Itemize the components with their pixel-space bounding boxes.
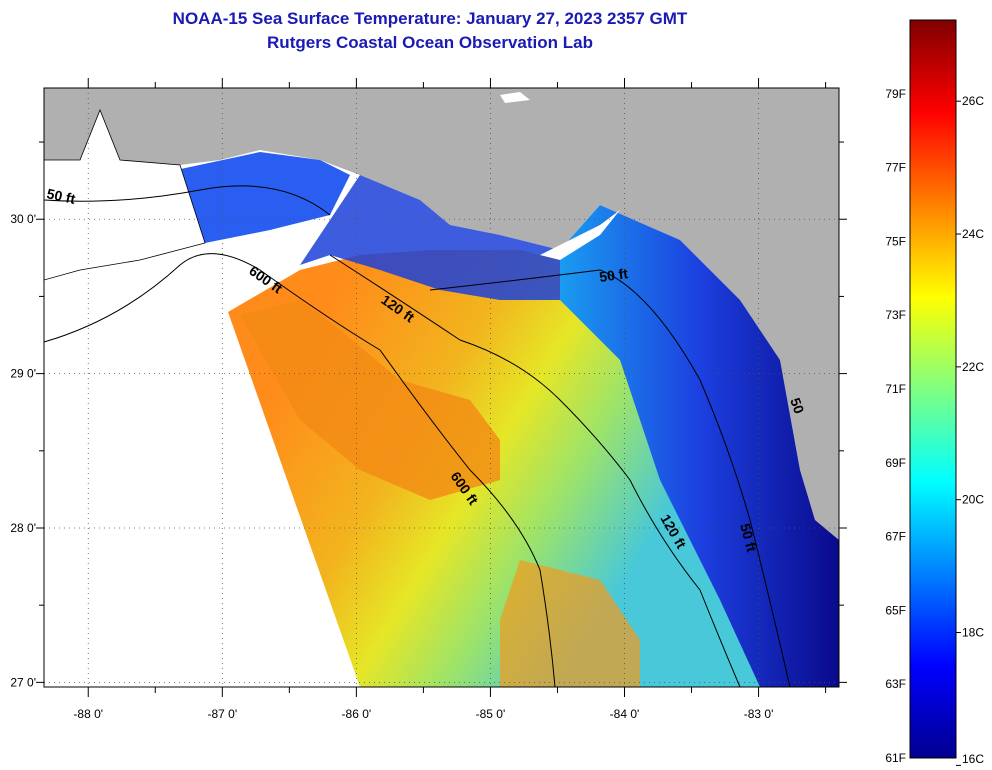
colorbar-f-label: 63F bbox=[885, 677, 906, 691]
colorbar-c-label: 24C bbox=[962, 227, 984, 241]
y-tick-label: 27 0' bbox=[10, 675, 36, 689]
colorbar-scale bbox=[909, 19, 957, 759]
colorbar-fahrenheit-labels: 61F 63F 65F 67F 69F 71F 73F 75F 77F 79F bbox=[885, 87, 906, 765]
sst-swath-northwest bbox=[176, 152, 350, 243]
colorbar-c-label: 18C bbox=[962, 626, 984, 640]
bay-feature-2 bbox=[500, 92, 530, 103]
contour-50ft-east bbox=[429, 269, 791, 688]
x-tick-label: -84 0' bbox=[610, 707, 640, 721]
colorbar-f-label: 69F bbox=[885, 456, 906, 470]
map-frame bbox=[43, 87, 840, 688]
colorbar-f-label: 75F bbox=[885, 234, 906, 248]
colorbar-ticks bbox=[956, 100, 961, 766]
x-tick-label: -85 0' bbox=[476, 707, 506, 721]
y-tick-label: 30 0' bbox=[10, 212, 36, 226]
colorbar: 61F 63F 65F 67F 69F 71F 73F 75F 77F 79F 16C 18C 20C… bbox=[885, 19, 984, 766]
bay-feature bbox=[540, 210, 620, 260]
colorbar-f-label: 79F bbox=[885, 87, 906, 101]
contour-50ft-west bbox=[43, 185, 331, 216]
land-mass bbox=[44, 88, 839, 540]
colorbar-c-label: 20C bbox=[962, 493, 984, 507]
y-axis-labels: 30 0' 29 0' 28 0' 27 0' bbox=[10, 212, 36, 689]
sst-shelf-cold bbox=[560, 205, 839, 687]
map-title: NOAA-15 Sea Surface Temperature: January… bbox=[172, 9, 688, 28]
colorbar-c-label: 22C bbox=[962, 360, 984, 374]
contour-label: 50 ft bbox=[45, 185, 77, 207]
x-tick-label: -87 0' bbox=[207, 707, 237, 721]
x-tick-label: -86 0' bbox=[342, 707, 372, 721]
map-area: 50 ft 600 ft 120 ft 50 ft 600 ft 120 ft … bbox=[10, 78, 847, 721]
coastal-lowland bbox=[44, 108, 206, 281]
colorbar-f-label: 61F bbox=[885, 751, 906, 765]
colorbar-c-label: 26C bbox=[962, 94, 984, 108]
colorbar-f-label: 71F bbox=[885, 382, 906, 396]
contour-label: 50 ft bbox=[737, 522, 760, 554]
map-subtitle: Rutgers Coastal Ocean Observation Lab bbox=[267, 33, 593, 52]
x-tick-label: -88 0' bbox=[73, 707, 103, 721]
sst-warm-south bbox=[500, 560, 640, 687]
colorbar-f-label: 67F bbox=[885, 530, 906, 544]
sst-nearshore-blue bbox=[300, 175, 560, 300]
sst-warm-core bbox=[240, 300, 500, 500]
colorbar-f-label: 77F bbox=[885, 161, 906, 175]
x-tick-label: -83 0' bbox=[744, 707, 774, 721]
contour-label: 50 bbox=[787, 396, 807, 416]
bathymetry-contours bbox=[43, 185, 791, 688]
contour-120ft bbox=[329, 254, 741, 688]
y-tick-label: 28 0' bbox=[10, 521, 36, 535]
y-tick-label: 29 0' bbox=[10, 367, 36, 381]
contour-600ft bbox=[43, 253, 556, 688]
axis-ticks bbox=[36, 78, 847, 697]
colorbar-f-label: 65F bbox=[885, 603, 906, 617]
contour-label: 50 ft bbox=[598, 265, 629, 285]
colorbar-celsius-labels: 16C 18C 20C 22C 24C 26C bbox=[962, 94, 984, 766]
x-axis-labels: -88 0' -87 0' -86 0' -85 0' -84 0' -83 0' bbox=[73, 707, 773, 721]
colorbar-c-label: 16C bbox=[962, 752, 984, 766]
colorbar-f-label: 73F bbox=[885, 308, 906, 322]
